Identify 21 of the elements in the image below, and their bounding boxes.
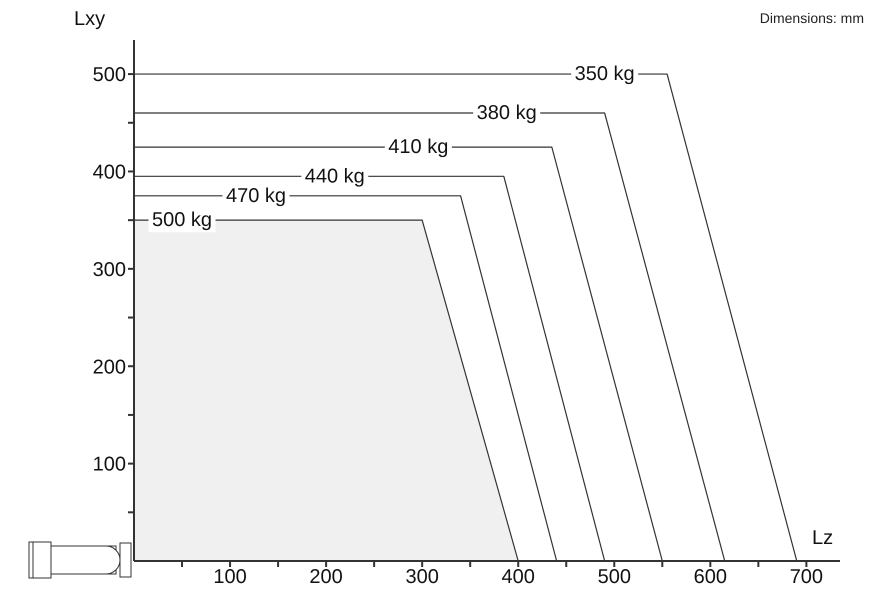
y-tick-label: 400 xyxy=(92,162,126,184)
x-axis-title: Lz xyxy=(812,527,834,550)
series-label: 380 kg xyxy=(476,102,537,124)
x-tick-label: 500 xyxy=(598,566,631,588)
y-tick-label: 100 xyxy=(92,454,126,476)
series-label: 500 kg xyxy=(152,209,212,232)
y-tick-label: 300 xyxy=(92,258,126,281)
y-axis-title: Lxy xyxy=(74,8,106,31)
x-tick-label: 100 xyxy=(213,566,247,588)
y-tick-label: 200 xyxy=(92,356,126,378)
y-tick-label: 500 xyxy=(92,64,126,86)
x-tick-label: 600 xyxy=(694,566,728,588)
series-label: 440 kg xyxy=(304,165,365,188)
x-tick-label: 200 xyxy=(309,566,343,588)
text: Dimensions: mm xyxy=(760,10,864,26)
x-tick-label: 300 xyxy=(405,566,439,588)
series-label: 470 kg xyxy=(226,184,286,207)
x-tick-label: 700 xyxy=(790,566,824,588)
series-label: 350 kg xyxy=(574,63,635,86)
series-label: 410 kg xyxy=(388,136,448,158)
x-tick-label: 400 xyxy=(502,566,535,588)
